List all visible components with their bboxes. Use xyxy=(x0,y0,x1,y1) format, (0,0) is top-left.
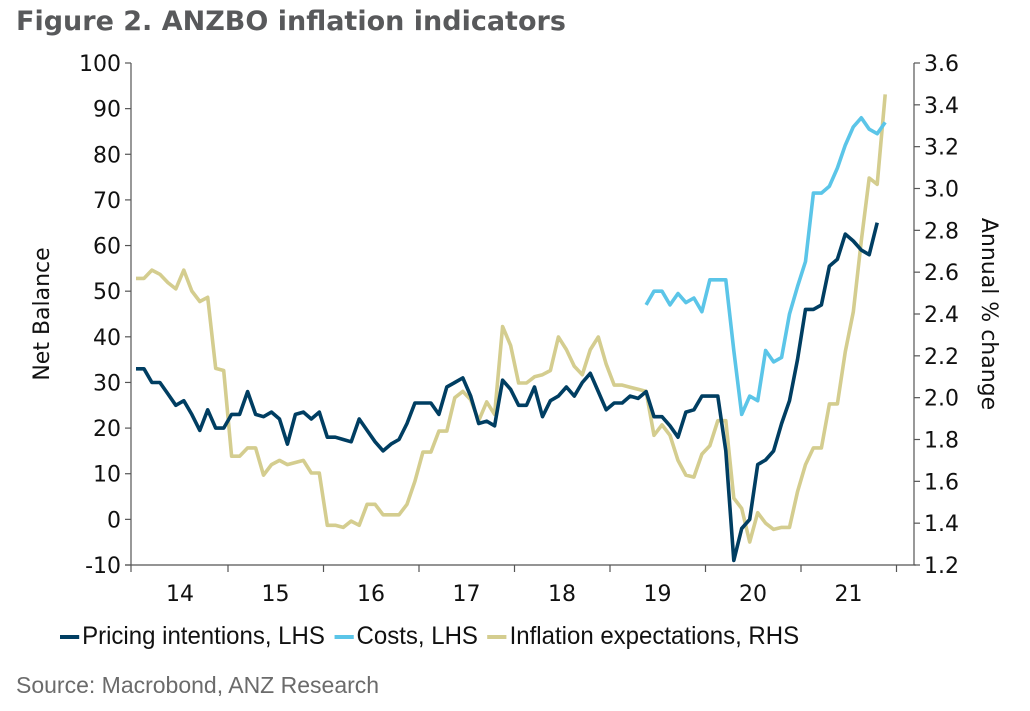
series-line-pricing-intentions-lhs xyxy=(136,222,879,563)
y-tick-label-right: 2.8 xyxy=(924,219,959,244)
line-chart: -10 0 10 20 30 40 50 60 70 80 90 100 1.2 1.4 1.6 1.8 2.0… xyxy=(30,52,1001,607)
x-tick-label: 14 xyxy=(166,582,194,607)
y-tick-label-left: 100 xyxy=(79,52,121,77)
legend-label-pricing: Pricing intentions, LHS xyxy=(82,622,325,650)
y-tick-label-left: -10 xyxy=(85,554,121,579)
x-tick-label: 18 xyxy=(548,582,576,607)
series-lines xyxy=(136,94,887,563)
y-axis-title-right: Annual % change xyxy=(976,218,1001,410)
y-tick-label-right: 3.6 xyxy=(924,52,959,77)
y-tick-label-right: 2.0 xyxy=(924,387,959,412)
x-tick-label: 21 xyxy=(835,582,863,607)
y-tick-label-right: 1.2 xyxy=(924,554,959,579)
y-tick-label-right: 2.4 xyxy=(924,303,959,328)
legend-swatch-costs xyxy=(334,634,354,639)
y-tick-label-right: 1.8 xyxy=(924,429,959,454)
y-tick-label-right: 2.2 xyxy=(924,345,959,370)
x-tick-label: 16 xyxy=(357,582,385,607)
y-tick-label-left: 0 xyxy=(107,508,121,533)
y-tick-label-left: 70 xyxy=(93,189,121,214)
y-tick-label-left: 50 xyxy=(93,280,121,305)
y-axis-title-left: Net Balance xyxy=(30,247,55,380)
y-tick-label-right: 3.0 xyxy=(924,178,959,203)
y-tick-label-left: 40 xyxy=(93,326,121,351)
legend-item-pricing: Pricing intentions, LHS xyxy=(60,622,325,651)
y-tick-label-right: 1.6 xyxy=(924,470,959,495)
legend-label-inflation-expectations: Inflation expectations, RHS xyxy=(509,622,800,650)
legend-label-costs: Costs, LHS xyxy=(356,622,478,650)
y-tick-label-right: 2.6 xyxy=(924,261,959,286)
x-tick-label: 15 xyxy=(262,582,290,607)
chart-title: Figure 2. ANZBO inflation indicators xyxy=(16,6,566,37)
series-line-inflation-expectations-rhs xyxy=(136,94,887,544)
y-tick-label-left: 90 xyxy=(93,98,121,123)
y-tick-label-left: 10 xyxy=(93,463,121,488)
legend: Pricing intentions, LHS Costs, LHS Infla… xyxy=(60,622,809,651)
y-tick-label-right: 3.4 xyxy=(924,94,959,119)
legend-item-inflation-expectations: Inflation expectations, RHS xyxy=(487,622,800,651)
legend-swatch-pricing xyxy=(60,634,80,639)
x-tick-label: 19 xyxy=(644,582,672,607)
source-note: Source: Macrobond, ANZ Research xyxy=(16,672,380,698)
series-line-costs-lhs xyxy=(644,116,887,417)
y-tick-label-right: 1.4 xyxy=(924,512,959,537)
x-tick-label: 20 xyxy=(739,582,767,607)
x-tick-label: 17 xyxy=(453,582,481,607)
y-tick-label-left: 30 xyxy=(93,371,121,396)
legend-swatch-inflation-expectations xyxy=(487,634,507,639)
legend-item-costs: Costs, LHS xyxy=(334,622,478,651)
axes: -10 0 10 20 30 40 50 60 70 80 90 100 1.2 1.4 1.6 1.8 2.0… xyxy=(79,52,959,607)
y-tick-label-left: 80 xyxy=(93,143,121,168)
y-tick-label-left: 20 xyxy=(93,417,121,442)
y-tick-label-left: 60 xyxy=(93,235,121,260)
y-tick-label-right: 3.2 xyxy=(924,136,959,161)
